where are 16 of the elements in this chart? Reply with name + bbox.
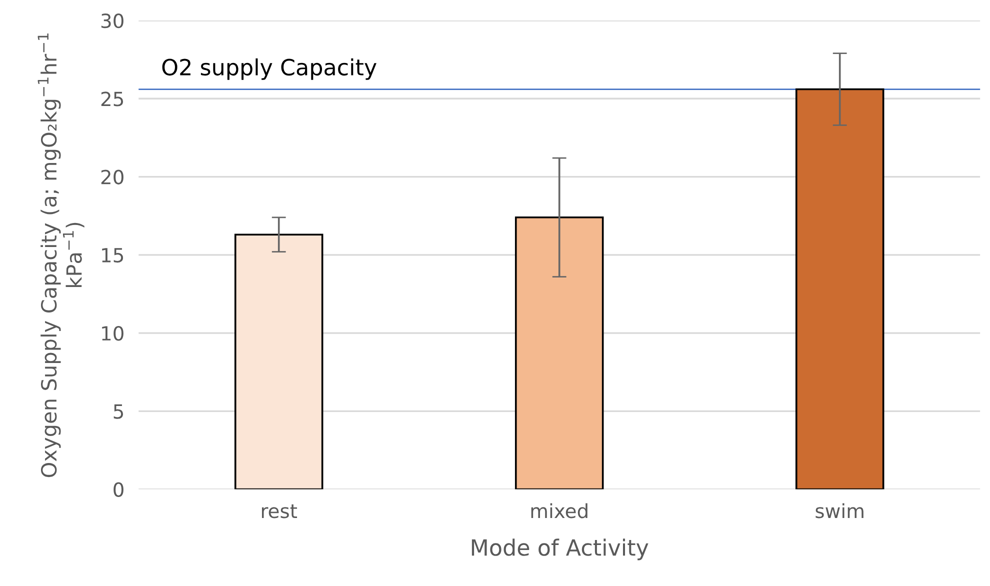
bar <box>234 234 324 490</box>
y-tick-label: 25 <box>101 92 124 106</box>
y-tick-label: 0 <box>114 482 124 497</box>
bar <box>795 88 884 490</box>
text: Oxygen Supply Capacity (a; mgO₂kg$^{−1}$hr$^{−1}$ kPa$^{−1}$) <box>38 34 84 478</box>
y-tick-label: 5 <box>114 404 124 419</box>
bar <box>514 216 604 490</box>
x-tick-label: mixed <box>531 503 588 518</box>
x-axis-title: Mode of Activity <box>472 538 648 560</box>
ref-line-label: O2 supply Capacity <box>162 58 376 80</box>
y-tick-label: 10 <box>102 326 124 341</box>
y-tick-label: 20 <box>101 170 124 184</box>
x-tick-label: rest <box>262 504 298 518</box>
x-tick-label: swim <box>816 503 864 518</box>
y-tick-label: 30 <box>101 13 124 28</box>
y-tick-label: 15 <box>102 248 124 263</box>
